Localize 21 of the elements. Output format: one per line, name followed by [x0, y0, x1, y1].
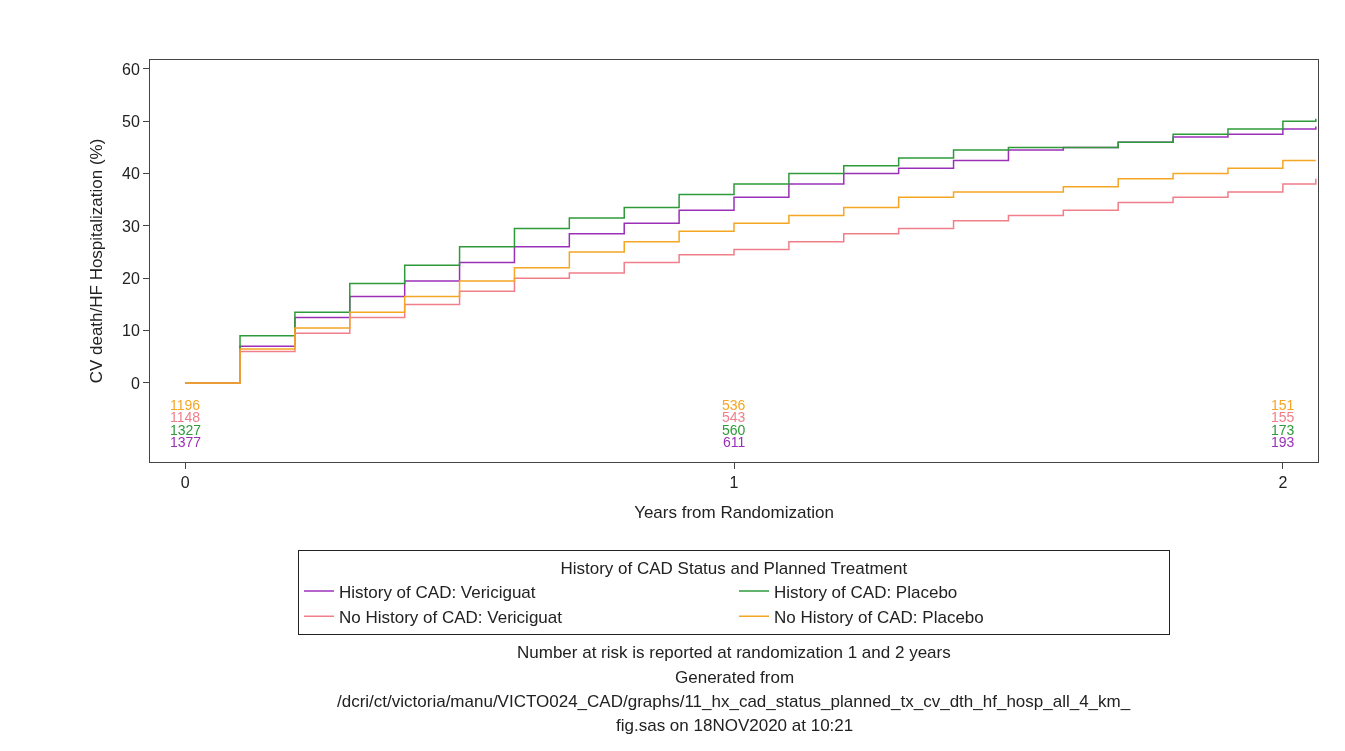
- text: fig.sas on 18NOV2020 at 10:21: [616, 716, 854, 735]
- y-tick-label: 20: [122, 269, 140, 287]
- text: Number at risk is reported at randomization 1 and 2 years: [517, 643, 951, 662]
- text: Generated from: [675, 668, 795, 687]
- y-tick-label: 60: [122, 60, 140, 78]
- y-tick-label: 40: [122, 165, 140, 183]
- y-tick-label: 0: [130, 374, 140, 392]
- legend-label: No History of CAD: Placebo: [774, 607, 984, 627]
- y-tick-label: 50: [122, 112, 140, 130]
- legend-title: History of CAD Status and Planned Treatment: [560, 558, 908, 578]
- y-axis-title: CV death/HF Hospitalization (%): [86, 138, 106, 384]
- legend-label: History of CAD: Vericiguat: [339, 582, 536, 602]
- y-tick-label: 30: [122, 217, 140, 235]
- x-axis-title: Years from Randomization: [634, 502, 834, 522]
- y-tick-label: 10: [122, 322, 140, 340]
- x-tick-label: 2: [1278, 474, 1288, 492]
- x-tick-label: 0: [180, 474, 190, 492]
- legend-label: No History of CAD: Vericiguat: [339, 607, 563, 627]
- legend-label: History of CAD: Placebo: [774, 582, 958, 602]
- x-tick-label: 1: [729, 474, 739, 492]
- text: /dcri/ct/victoria/manu/VICTO024_CAD/graphs/11_hx_cad_status_planned_tx_cv_dth_hf_hosp_all_4_km_: [337, 692, 1131, 711]
